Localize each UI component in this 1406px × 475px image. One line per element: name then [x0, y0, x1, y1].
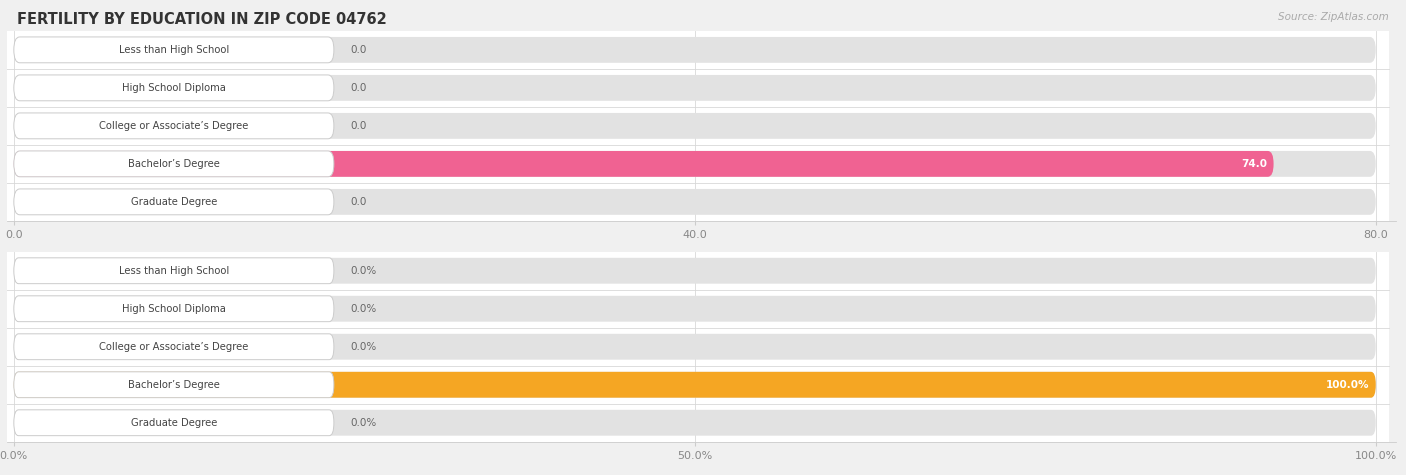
FancyBboxPatch shape: [14, 75, 333, 101]
Text: 0.0: 0.0: [350, 121, 367, 131]
Text: Graduate Degree: Graduate Degree: [131, 197, 217, 207]
Text: Bachelor’s Degree: Bachelor’s Degree: [128, 159, 219, 169]
Text: High School Diploma: High School Diploma: [122, 83, 226, 93]
FancyBboxPatch shape: [0, 31, 1389, 69]
Text: College or Associate’s Degree: College or Associate’s Degree: [100, 121, 249, 131]
FancyBboxPatch shape: [14, 410, 333, 436]
FancyBboxPatch shape: [14, 372, 1375, 398]
FancyBboxPatch shape: [0, 252, 1389, 290]
FancyBboxPatch shape: [14, 37, 333, 63]
Text: 0.0: 0.0: [350, 83, 367, 93]
FancyBboxPatch shape: [14, 372, 1375, 398]
Text: 100.0%: 100.0%: [1326, 380, 1369, 390]
FancyBboxPatch shape: [14, 410, 1375, 436]
Text: Less than High School: Less than High School: [118, 45, 229, 55]
Text: High School Diploma: High School Diploma: [122, 304, 226, 314]
FancyBboxPatch shape: [14, 75, 1375, 101]
FancyBboxPatch shape: [14, 258, 1375, 284]
FancyBboxPatch shape: [0, 69, 1389, 107]
FancyBboxPatch shape: [0, 366, 1389, 404]
Text: Graduate Degree: Graduate Degree: [131, 418, 217, 428]
Text: 74.0: 74.0: [1240, 159, 1267, 169]
FancyBboxPatch shape: [0, 145, 1389, 183]
FancyBboxPatch shape: [14, 113, 1375, 139]
FancyBboxPatch shape: [0, 107, 1389, 145]
Text: 0.0%: 0.0%: [350, 418, 377, 428]
Text: Bachelor’s Degree: Bachelor’s Degree: [128, 380, 219, 390]
FancyBboxPatch shape: [0, 183, 1389, 221]
FancyBboxPatch shape: [14, 296, 333, 322]
Text: 0.0%: 0.0%: [350, 266, 377, 276]
FancyBboxPatch shape: [14, 189, 1375, 215]
Text: Source: ZipAtlas.com: Source: ZipAtlas.com: [1278, 12, 1389, 22]
Text: 0.0: 0.0: [350, 197, 367, 207]
FancyBboxPatch shape: [14, 189, 333, 215]
FancyBboxPatch shape: [14, 151, 1375, 177]
FancyBboxPatch shape: [14, 113, 333, 139]
FancyBboxPatch shape: [14, 334, 1375, 360]
Text: 0.0: 0.0: [350, 45, 367, 55]
Text: Less than High School: Less than High School: [118, 266, 229, 276]
Text: 0.0%: 0.0%: [350, 342, 377, 352]
Text: 0.0%: 0.0%: [350, 304, 377, 314]
FancyBboxPatch shape: [0, 290, 1389, 328]
FancyBboxPatch shape: [0, 328, 1389, 366]
Text: FERTILITY BY EDUCATION IN ZIP CODE 04762: FERTILITY BY EDUCATION IN ZIP CODE 04762: [17, 12, 387, 27]
FancyBboxPatch shape: [14, 334, 333, 360]
FancyBboxPatch shape: [14, 151, 1274, 177]
FancyBboxPatch shape: [14, 372, 333, 398]
FancyBboxPatch shape: [14, 37, 1375, 63]
FancyBboxPatch shape: [14, 258, 333, 284]
Text: College or Associate’s Degree: College or Associate’s Degree: [100, 342, 249, 352]
FancyBboxPatch shape: [0, 404, 1389, 442]
FancyBboxPatch shape: [14, 296, 1375, 322]
FancyBboxPatch shape: [14, 151, 333, 177]
